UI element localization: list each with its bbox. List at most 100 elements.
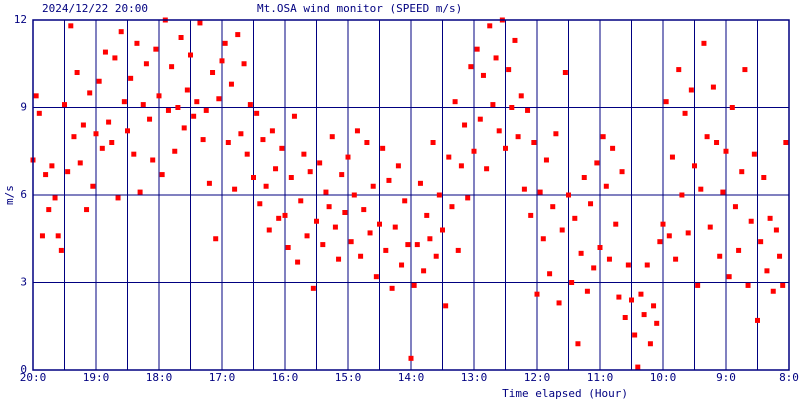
- point: [767, 215, 773, 221]
- y-axis-label: m/s: [3, 185, 16, 205]
- x-tick-label: 15:0: [335, 371, 362, 384]
- point: [165, 107, 171, 113]
- point: [90, 183, 96, 189]
- point: [540, 236, 546, 242]
- point: [251, 175, 256, 180]
- point: [632, 332, 638, 338]
- point: [373, 274, 379, 280]
- point: [663, 99, 669, 105]
- point: [342, 210, 348, 215]
- point: [739, 169, 745, 175]
- point: [578, 250, 584, 256]
- point: [348, 239, 354, 245]
- point: [115, 195, 121, 201]
- x-tick-label: 16:0: [272, 371, 299, 384]
- point: [487, 23, 493, 29]
- point: [118, 29, 124, 35]
- point: [506, 67, 512, 73]
- point: [58, 247, 64, 253]
- point: [688, 87, 694, 93]
- point: [389, 285, 395, 291]
- point: [317, 160, 323, 166]
- point: [758, 239, 764, 245]
- y-tick-label: 9: [20, 101, 27, 114]
- point: [547, 271, 553, 277]
- point: [669, 154, 675, 160]
- point: [462, 122, 468, 128]
- point: [468, 64, 474, 70]
- point: [550, 204, 556, 210]
- point: [537, 189, 543, 195]
- point: [329, 134, 335, 140]
- point: [65, 169, 71, 175]
- point: [380, 145, 386, 151]
- point: [755, 317, 760, 323]
- point: [361, 207, 367, 213]
- point: [641, 312, 647, 318]
- point: [751, 151, 757, 157]
- point: [93, 131, 99, 137]
- point: [427, 236, 433, 242]
- point: [225, 140, 231, 145]
- point: [610, 145, 616, 151]
- point: [269, 128, 275, 134]
- point: [263, 183, 269, 189]
- point: [654, 320, 660, 326]
- point: [399, 262, 405, 268]
- point: [80, 122, 86, 128]
- point: [112, 55, 118, 61]
- point: [295, 259, 301, 265]
- point: [780, 282, 786, 288]
- point: [603, 183, 609, 189]
- point: [46, 207, 52, 213]
- point: [625, 262, 631, 268]
- point: [405, 242, 411, 248]
- point: [543, 157, 549, 163]
- point: [49, 163, 55, 169]
- point: [178, 35, 184, 40]
- point: [518, 93, 524, 99]
- point: [503, 145, 508, 151]
- point: [74, 70, 80, 75]
- point: [701, 40, 707, 46]
- point: [566, 192, 571, 198]
- chart-title: 2024/12/22 20:00: [42, 2, 148, 15]
- point: [622, 315, 628, 320]
- point: [673, 256, 679, 262]
- point: [377, 221, 382, 227]
- point: [402, 198, 408, 204]
- point: [254, 110, 260, 116]
- point: [777, 253, 783, 259]
- point: [235, 32, 241, 38]
- point: [707, 224, 713, 230]
- point: [770, 288, 776, 294]
- point: [395, 163, 401, 169]
- point: [710, 84, 716, 90]
- y-tick-label: 3: [20, 276, 27, 289]
- x-tick-label: 10:0: [650, 371, 677, 384]
- point: [562, 70, 568, 75]
- point: [276, 215, 282, 221]
- point: [194, 99, 200, 105]
- points: [30, 17, 789, 370]
- point: [471, 148, 477, 154]
- point: [414, 242, 420, 248]
- point: [87, 90, 93, 96]
- point: [238, 131, 244, 137]
- x-tick-label: 12:0: [524, 371, 551, 384]
- point: [647, 341, 653, 347]
- point: [613, 221, 619, 227]
- point: [644, 262, 650, 268]
- point: [575, 341, 581, 347]
- point: [584, 288, 590, 294]
- point: [364, 140, 370, 145]
- point: [273, 166, 279, 172]
- point: [572, 215, 578, 221]
- point: [172, 148, 178, 154]
- point: [84, 207, 90, 213]
- point: [392, 224, 398, 230]
- point: [679, 192, 685, 198]
- point: [515, 134, 521, 140]
- point: [408, 355, 414, 361]
